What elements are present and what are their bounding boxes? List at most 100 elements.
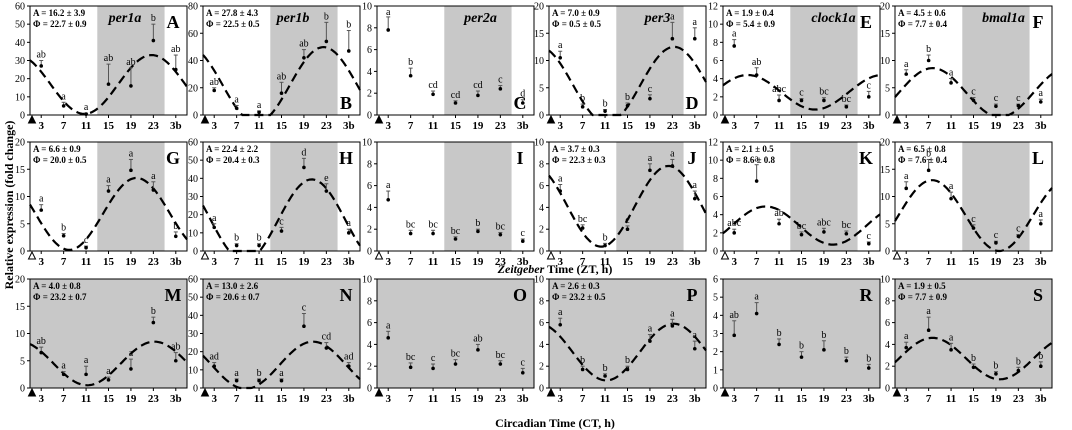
panel-e-sig-letter: c [867, 80, 872, 91]
panel-o-data-point [476, 348, 480, 352]
panel-c-ytick-label: 2 [367, 89, 372, 100]
panel-g-ytick-label: 20 [15, 138, 25, 149]
panel-m-sig-letter: a [129, 348, 134, 359]
panel-s-ytick-label: 10 [880, 275, 890, 286]
panel-f-ytick-label: 0 [885, 111, 890, 122]
panel-s-sig-letter: a [926, 306, 931, 317]
panel-m-data-point [106, 378, 111, 382]
panel-c-xtick-label: 3 [385, 120, 391, 132]
panel-b-sig-letter: ab [299, 39, 308, 50]
panel-s-data-point [949, 348, 953, 352]
panel-n-data-point [324, 346, 329, 350]
panel-d-amplitude: A = 7.0 ± 0.9 [552, 8, 600, 18]
panel-r-ytick-label: 1 [713, 365, 718, 376]
panel-s-xtick-label: 19 [990, 393, 1002, 405]
panel-d: 0 5 10 15 20 3 7 11 15 19 23 3b a b b b c a a A = 7.0 ± 0.9… [534, 2, 707, 132]
panel-m-sig-letter: ab [36, 336, 45, 347]
panel-i-ytick-label: 8 [367, 159, 372, 170]
panel-l-xtick-label: 7 [926, 256, 932, 268]
panel-g-data-point [129, 168, 133, 173]
panel-j-ytick-label: 4 [539, 203, 544, 214]
panel-l-data-point [1038, 221, 1043, 226]
panel-r-ytick-label: 0 [713, 384, 718, 395]
panel-o-sig-letter: bc [451, 349, 461, 360]
panel-l-dark-shading [962, 142, 1030, 251]
panel-c-xtick-label: 7 [408, 120, 414, 132]
panel-f-xtick-label: 7 [926, 120, 932, 132]
panel-r-ytick-label: 6 [713, 275, 718, 286]
panel-j-sig-letter: a [693, 180, 698, 191]
panel-l-sig-letter: a [949, 181, 954, 192]
panel-n-data-point [346, 364, 351, 369]
panel-n-sig-letter: a [234, 368, 239, 379]
panel-n-ytick-label: 20 [188, 347, 198, 358]
panel-i-sig-letter: bc [406, 219, 416, 230]
panel-f-xtick-label: 15 [968, 120, 980, 132]
panel-e-xtick-label: 19 [818, 120, 830, 132]
panel-e-ytick-label: 10 [708, 20, 718, 31]
panel-o-ytick-label: 2 [367, 362, 372, 373]
panel-o-xtick-label: 19 [472, 393, 484, 405]
panel-e-xtick-label: 3b [863, 120, 875, 132]
panel-l-xtick-label: 15 [968, 256, 980, 268]
panel-o-data-point [386, 336, 391, 340]
panel-r-data-point [822, 348, 826, 352]
panel-d-start-marker [546, 114, 556, 124]
panel-m-xtick-label: 19 [125, 393, 137, 405]
panel-p-sig-letter: a [670, 308, 675, 319]
panel-k-xtick-label: 23 [841, 256, 853, 268]
panel-s-phase: Φ = 7.7 ± 0.9 [898, 292, 948, 302]
panel-m-sig-letter: a [84, 355, 89, 366]
panel-p-sig-letter: b [603, 363, 608, 374]
panel-k-phase: Φ = 8.6 ± 0.8 [726, 155, 776, 165]
panel-g-ytick-label: 5 [20, 219, 25, 230]
panel-i-data-point [520, 239, 525, 243]
panel-b-xtick-label: 7 [234, 120, 240, 132]
panel-c-sig-letter: d [520, 89, 525, 100]
panel-k-sig-letter: a [754, 154, 759, 165]
panel-e-sig-letter: c [799, 88, 804, 99]
panel-n-data-point [234, 378, 239, 383]
panel-c-sig-letter: cd [451, 90, 460, 101]
panel-m-sig-letter: a [106, 366, 111, 377]
panel-b-letter: B [340, 93, 352, 113]
panel-c-data-point [431, 92, 435, 97]
panel-a-xtick-label: 15 [103, 120, 115, 132]
panel-g-sig-letter: a [39, 194, 44, 205]
panel-f-start-marker [892, 114, 902, 124]
panel-h-xtick-label: 15 [276, 256, 288, 268]
panel-e-sig-letter: ab [752, 57, 761, 68]
panel-p-sig-letter: a [648, 324, 653, 335]
panel-a-data-point [61, 104, 66, 108]
panel-n-dark-shading [203, 279, 360, 388]
panel-j-data-point [580, 226, 585, 230]
panel-h-amplitude: A = 22.4 ± 2.2 [206, 144, 259, 154]
panel-f-data-point [926, 58, 931, 63]
panel-e-sig-letter: a [732, 29, 737, 40]
panel-j-cosinor-fit [548, 164, 707, 248]
panel-f-data-point [971, 98, 976, 103]
panel-o-xtick-label: 15 [450, 393, 462, 405]
panel-s-sig-letter: b [971, 353, 976, 364]
panel-b-ytick-label: 0 [193, 111, 198, 122]
panel-c-xtick-label: 15 [450, 120, 462, 132]
panel-n-ytick-label: 0 [193, 384, 198, 395]
panel-a-ytick-label: 20 [15, 74, 25, 85]
panel-h-ytick-label: 20 [188, 210, 198, 221]
panel-a-data-point [173, 67, 178, 72]
panel-h-data-point [279, 229, 284, 233]
panel-a-amplitude: A = 16.2 ± 3.9 [33, 8, 86, 18]
panel-l-phase: Φ = 7.6 ± 0.4 [898, 155, 948, 165]
panel-l-xtick-label: 11 [946, 256, 956, 268]
panel-e-data-point [844, 105, 849, 109]
panel-k-ytick-label: 2 [713, 228, 718, 239]
panel-f-ytick-label: 5 [885, 83, 890, 94]
panel-o-data-point [453, 362, 458, 366]
panel-a-gene-name: per1a [108, 11, 142, 26]
panel-o-data-point [408, 365, 413, 370]
panel-h-xtick-label: 3 [211, 256, 217, 268]
panel-j-data-point [648, 168, 652, 173]
panel-j-data-point [603, 243, 607, 248]
panel-k-sig-letter: ab [774, 208, 783, 219]
